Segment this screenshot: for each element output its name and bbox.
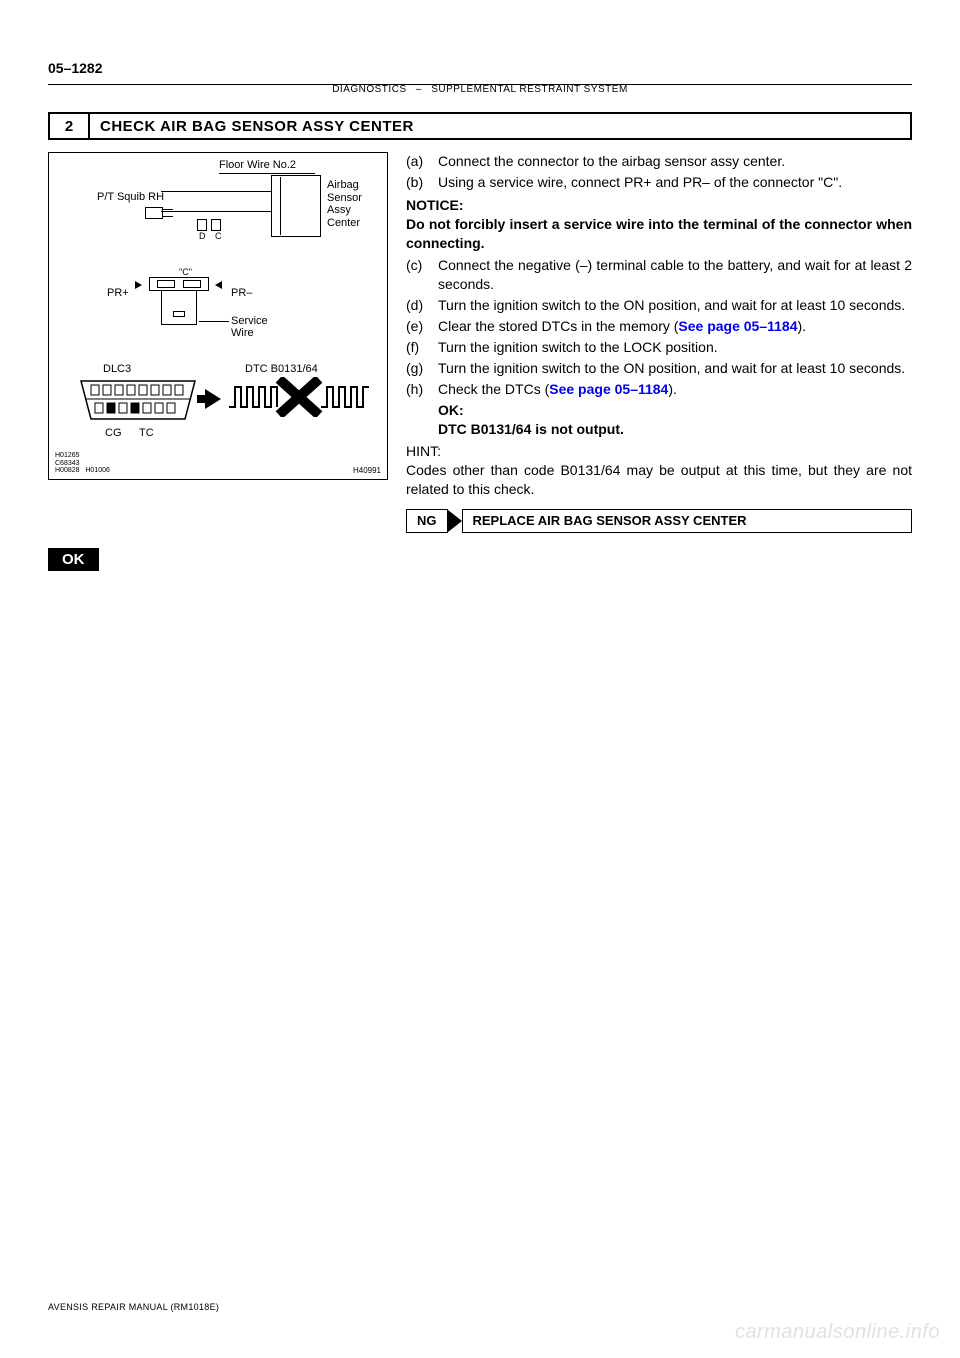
ng-arrow-icon <box>448 510 462 532</box>
wire-1 <box>161 191 271 192</box>
service-wire-line <box>199 321 229 322</box>
step-g-label: (g) <box>406 359 438 378</box>
step-h: (h) Check the DTCs (See page 05–1184). <box>406 380 912 399</box>
prongs-icon <box>163 209 173 217</box>
ok-text: DTC B0131/64 is not output. <box>406 420 912 439</box>
arrow-right-big-icon <box>205 389 221 409</box>
c-pin-2 <box>183 280 201 288</box>
step-b-text: Using a service wire, connect PR+ and PR… <box>438 173 912 192</box>
connector-c-body <box>143 271 215 307</box>
joint-c <box>211 219 221 231</box>
ok-badge: OK <box>48 548 99 571</box>
step-h-link[interactable]: See page 05–1184 <box>549 381 668 397</box>
step-f-label: (f) <box>406 338 438 357</box>
step-e-post: ). <box>798 318 807 334</box>
ng-action-box: REPLACE AIR BAG SENSOR ASSY CENTER <box>462 509 913 533</box>
connector-d-label: D <box>199 231 206 241</box>
floor-wire-label: Floor Wire No.2 <box>219 159 296 171</box>
pr-minus-label: PR– <box>231 287 252 299</box>
c-pin-1 <box>157 280 175 288</box>
right-column: (a) Connect the connector to the airbag … <box>406 152 912 533</box>
service-wire-label: Service Wire <box>231 315 268 339</box>
notice-heading: NOTICE: <box>406 196 912 215</box>
sensor-inner <box>273 177 281 235</box>
step-h-label: (h) <box>406 380 438 399</box>
pr-plus-label: PR+ <box>107 287 129 299</box>
step-e-link[interactable]: See page 05–1184 <box>678 318 797 334</box>
ng-row: NG REPLACE AIR BAG SENSOR ASSY CENTER <box>406 509 912 533</box>
hint-heading: HINT: <box>406 442 912 461</box>
step-e-text: Clear the stored DTCs in the memory (See… <box>438 317 912 336</box>
section-title: CHECK AIR BAG SENSOR ASSY CENTER <box>90 114 910 138</box>
section-number: 2 <box>50 114 90 138</box>
step-d: (d) Turn the ignition switch to the ON p… <box>406 296 912 315</box>
arrow-left-icon <box>135 281 142 289</box>
step-h-pre: Check the DTCs ( <box>438 381 549 397</box>
header-dash: – <box>416 84 422 95</box>
diagram-box: Floor Wire No.2 Airbag Sensor Assy Cente… <box>48 152 388 480</box>
step-b-label: (b) <box>406 173 438 192</box>
hint-body: Codes other than code B0131/64 may be ou… <box>406 461 912 499</box>
dlc3-connector-icon <box>79 379 197 421</box>
dlc3-label: DLC3 <box>103 363 131 375</box>
step-e-pre: Clear the stored DTCs in the memory ( <box>438 318 678 334</box>
step-f: (f) Turn the ignition switch to the LOCK… <box>406 338 912 357</box>
step-d-label: (d) <box>406 296 438 315</box>
watermark: carmanualsonline.info <box>735 1321 940 1344</box>
step-d-text: Turn the ignition switch to the ON posit… <box>438 296 912 315</box>
plug-icon <box>145 207 163 219</box>
c-plug-inner <box>173 311 185 317</box>
joint-d <box>197 219 207 231</box>
section-bar: 2 CHECK AIR BAG SENSOR ASSY CENTER <box>48 112 912 140</box>
header-right: SUPPLEMENTAL RESTRAINT SYSTEM <box>431 84 628 95</box>
step-c-text: Connect the negative (–) terminal cable … <box>438 256 912 294</box>
figure-code-right: H40991 <box>353 466 381 475</box>
step-a: (a) Connect the connector to the airbag … <box>406 152 912 171</box>
step-e-label: (e) <box>406 317 438 336</box>
step-h-post: ). <box>668 381 677 397</box>
notice-body: Do not forcibly insert a service wire in… <box>406 215 912 253</box>
left-column: Floor Wire No.2 Airbag Sensor Assy Cente… <box>48 152 388 533</box>
pt-squib-label: P/T Squib RH <box>97 191 164 203</box>
step-a-label: (a) <box>406 152 438 171</box>
step-h-text: Check the DTCs (See page 05–1184). <box>438 380 912 399</box>
waveform-x-icon <box>229 377 369 417</box>
step-c-label: (c) <box>406 256 438 294</box>
step-e: (e) Clear the stored DTCs in the memory … <box>406 317 912 336</box>
connector-block <box>145 207 189 227</box>
connector-c-label: C <box>215 231 222 241</box>
step-g: (g) Turn the ignition switch to the ON p… <box>406 359 912 378</box>
header-text: DIAGNOSTICS – SUPPLEMENTAL RESTRAINT SYS… <box>0 84 960 95</box>
arrow-right-icon <box>215 281 222 289</box>
ng-label-box: NG <box>406 509 448 533</box>
header-left: DIAGNOSTICS <box>332 84 406 95</box>
floor-wire-underline <box>219 173 315 174</box>
dtc-label: DTC B0131/64 <box>245 363 318 375</box>
content-row: Floor Wire No.2 Airbag Sensor Assy Cente… <box>48 152 912 533</box>
tc-label: TC <box>139 427 154 439</box>
step-b: (b) Using a service wire, connect PR+ an… <box>406 173 912 192</box>
figure-codes-left: H01265 C68343 H00828 H01006 <box>55 452 110 475</box>
step-a-text: Connect the connector to the airbag sens… <box>438 152 912 171</box>
page-number: 05–1282 <box>48 60 103 76</box>
page: 05–1282 DIAGNOSTICS – SUPPLEMENTAL RESTR… <box>0 0 960 1358</box>
c-plug <box>161 291 197 325</box>
step-f-text: Turn the ignition switch to the LOCK pos… <box>438 338 912 357</box>
step-g-text: Turn the ignition switch to the ON posit… <box>438 359 912 378</box>
footer-text: AVENSIS REPAIR MANUAL (RM1018E) <box>48 1302 219 1312</box>
step-c: (c) Connect the negative (–) terminal ca… <box>406 256 912 294</box>
connector-c-group: "C" PR+ PR– Service Wire <box>143 271 215 307</box>
sensor-label: Airbag Sensor Assy Center <box>327 179 362 230</box>
header-rule <box>48 84 912 85</box>
cg-label: CG <box>105 427 122 439</box>
ok-label: OK: <box>406 401 912 420</box>
